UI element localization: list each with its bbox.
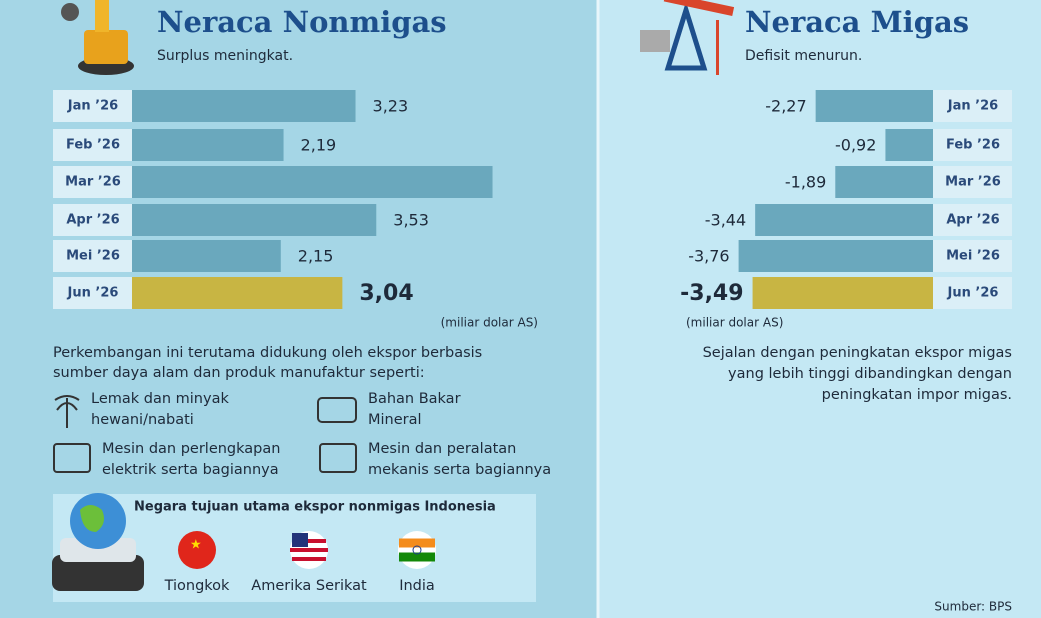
product-label: Mesin dan peralatan: [368, 441, 516, 457]
country-label: Amerika Serikat: [251, 578, 367, 594]
bar: [835, 166, 933, 198]
value-label: -1,89: [785, 173, 826, 192]
bar: [132, 204, 377, 236]
category-box: [933, 129, 1012, 161]
chart-title: Neraca Migas: [745, 5, 969, 39]
paragraph-line: Perkembangan ini terutama didukung oleh …: [53, 345, 482, 361]
bar: [132, 129, 284, 161]
source: Sumber: BPS: [934, 600, 1012, 614]
category-box: [933, 277, 1012, 309]
product-label: elektrik serta bagiannya: [102, 462, 279, 478]
robot-icon: [61, 0, 134, 75]
category-box: [53, 240, 132, 272]
category-label: Apr ’26: [946, 213, 999, 228]
bar: [132, 166, 493, 198]
category-box: [53, 129, 132, 161]
product-label: mekanis serta bagiannya: [368, 462, 551, 478]
category-label: Apr ’26: [66, 213, 119, 228]
chart-subtitle: Defisit menurun.: [745, 48, 862, 64]
value-label: -3,49: [680, 281, 743, 306]
product-icons: [53, 395, 357, 473]
category-label: Mar ’26: [945, 175, 1001, 190]
product-label: hewani/nabati: [91, 412, 194, 428]
category-box: [933, 204, 1012, 236]
destination-title: Negara tujuan utama ekspor nonmigas Indo…: [134, 500, 496, 515]
bar: [738, 240, 933, 272]
value-label: 3,53: [393, 211, 429, 230]
oil-pump-icon: [640, 0, 735, 75]
product-label: Bahan Bakar: [368, 391, 461, 407]
category-label: Jun ’26: [67, 286, 119, 301]
category-box: [53, 90, 132, 122]
category-box: [933, 240, 1012, 272]
product-label: Mineral: [368, 412, 422, 428]
category-box: [933, 90, 1012, 122]
value-label: -3,44: [705, 211, 746, 230]
category-label: Jan ’26: [67, 99, 118, 114]
value-label: -0,92: [835, 136, 876, 155]
globe-icon: [52, 493, 144, 591]
bar: [755, 204, 933, 236]
bar: [132, 240, 281, 272]
bar: [885, 129, 933, 161]
value-label: 2,19: [301, 136, 337, 155]
product-label: Lemak dan minyak: [91, 391, 229, 407]
paragraph-line: peningkatan impor migas.: [822, 387, 1012, 403]
value-label: 3,04: [359, 281, 413, 306]
bar: [752, 277, 933, 309]
product-label: Mesin dan perlengkapan: [102, 441, 280, 457]
category-label: Mei ’26: [66, 249, 120, 264]
paragraph-line: Sejalan dengan peningkatan ekspor migas: [703, 345, 1012, 361]
bar: [132, 90, 356, 122]
bar: [132, 277, 343, 309]
value-label: -2,27: [765, 97, 806, 116]
bar: [815, 90, 933, 122]
category-box: [53, 277, 132, 309]
category-label: Jan ’26: [947, 99, 998, 114]
value-label: -3,76: [688, 247, 729, 266]
svg-text:★: ★: [190, 538, 202, 553]
value-label: 3,23: [373, 97, 409, 116]
category-box: [933, 166, 1012, 198]
country-label: Tiongkok: [164, 578, 230, 594]
chart-subtitle: Surplus meningkat.: [157, 48, 293, 64]
category-label: Feb ’26: [946, 138, 1000, 153]
flags: ★: [178, 531, 436, 569]
unit-note: (miliar dolar AS): [441, 316, 538, 330]
paragraph-line: yang lebih tinggi dibandingkan dengan: [728, 366, 1012, 382]
category-box: [53, 166, 132, 198]
chart-title: Neraca Nonmigas: [157, 5, 447, 39]
paragraph-line: sumber daya alam dan produk manufaktur s…: [53, 365, 425, 381]
unit-note: (miliar dolar AS): [686, 316, 783, 330]
category-label: Mar ’26: [65, 175, 121, 190]
value-label: 2,15: [298, 247, 334, 266]
category-label: Feb ’26: [66, 138, 120, 153]
category-box: [53, 204, 132, 236]
country-label: India: [399, 578, 435, 594]
category-label: Mei ’26: [946, 249, 1000, 264]
category-label: Jun ’26: [947, 286, 999, 301]
